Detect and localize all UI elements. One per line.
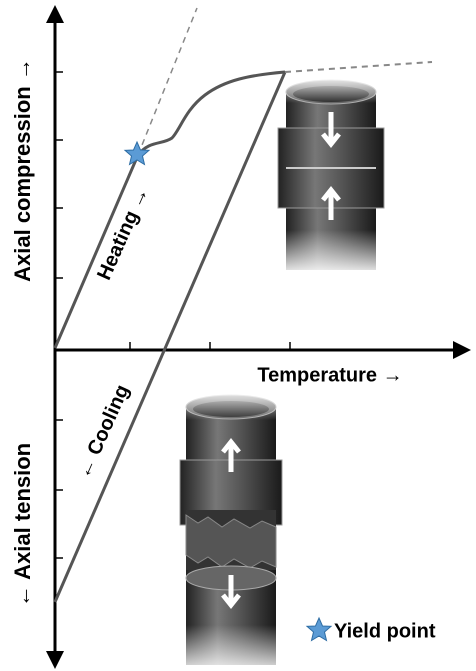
pipe-compression bbox=[278, 78, 384, 272]
yield-star bbox=[125, 142, 149, 165]
heating-label: Heating → bbox=[93, 184, 153, 283]
y-label-tension: ← Axial tension bbox=[10, 443, 35, 607]
pipe-tension bbox=[180, 392, 290, 671]
x-label: Temperature → bbox=[257, 364, 402, 386]
legend-star bbox=[307, 618, 331, 641]
diagram: Axial compression → ← Axial tension Temp… bbox=[0, 0, 476, 671]
legend-label: Yield point bbox=[334, 620, 436, 642]
cooling-label: ← Cooling bbox=[73, 382, 134, 482]
y-label-compression: Axial compression → bbox=[10, 58, 35, 282]
